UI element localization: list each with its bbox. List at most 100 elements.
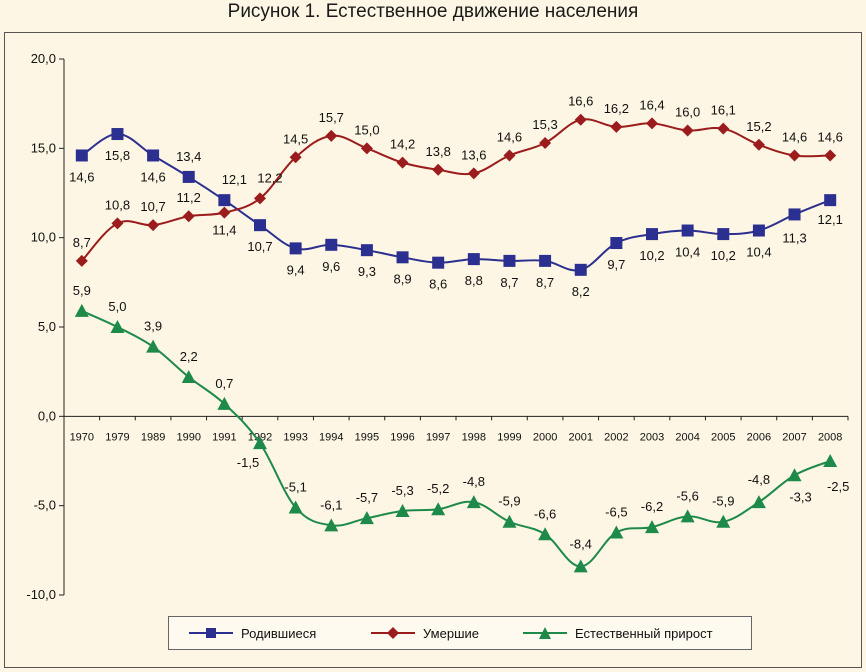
point-deaths xyxy=(254,192,266,205)
data-label-births: 9,4 xyxy=(287,262,305,277)
legend-swatch-births xyxy=(189,628,233,638)
data-label-deaths: 16,2 xyxy=(604,101,629,116)
x-tick-label: 1998 xyxy=(462,431,486,443)
data-label-deaths: 14,6 xyxy=(497,129,522,144)
point-births xyxy=(503,254,516,267)
x-tick-label: 1970 xyxy=(70,431,94,443)
point-deaths xyxy=(610,120,623,133)
data-label-natural-growth: -5,1 xyxy=(284,479,306,494)
point-deaths xyxy=(539,136,552,149)
data-label-births: 9,3 xyxy=(358,264,376,279)
point-natural-growth xyxy=(645,520,659,534)
data-label-deaths: 10,7 xyxy=(140,199,165,214)
x-tick-label: 1995 xyxy=(355,431,379,443)
point-deaths xyxy=(788,149,801,162)
point-natural-growth xyxy=(573,559,588,573)
data-label-natural-growth: -1,5 xyxy=(237,455,259,470)
y-tick-label: 5,0 xyxy=(38,319,56,334)
data-label-deaths: 13,6 xyxy=(461,147,486,162)
data-label-births: 10,7 xyxy=(247,239,272,254)
series-line-natural-growth xyxy=(81,310,831,568)
data-label-natural-growth: -6,2 xyxy=(641,499,663,514)
y-tick-label: 10,0 xyxy=(31,230,56,245)
point-births xyxy=(539,254,552,267)
data-label-natural-growth: -5,7 xyxy=(356,490,378,505)
point-deaths xyxy=(360,142,373,155)
data-label-births: 11,3 xyxy=(782,230,806,245)
data-label-natural-growth: 2,2 xyxy=(180,349,198,364)
legend: Родившиеся Умершие Естественный прирост xyxy=(168,616,752,650)
data-label-births: 8,7 xyxy=(500,275,518,290)
x-tick-label: 1993 xyxy=(283,431,307,443)
data-label-natural-growth: -2,5 xyxy=(827,479,849,494)
point-deaths xyxy=(717,122,730,135)
y-tick-label: 15,0 xyxy=(31,140,56,155)
x-tick-label: 1989 xyxy=(141,431,165,443)
point-natural-growth xyxy=(466,495,481,509)
y-tick-label: 0,0 xyxy=(38,408,56,423)
data-label-births: 8,8 xyxy=(465,273,483,288)
data-label-deaths: 15,2 xyxy=(746,119,771,134)
point-natural-growth xyxy=(324,518,339,532)
point-births xyxy=(289,242,302,255)
data-label-natural-growth: 3,9 xyxy=(144,319,162,334)
data-label-births: 10,2 xyxy=(711,248,736,263)
data-label-natural-growth: -5,9 xyxy=(712,494,734,509)
point-deaths xyxy=(147,219,160,232)
data-label-deaths: 14,2 xyxy=(390,137,415,152)
data-label-natural-growth: 0,7 xyxy=(215,376,233,391)
x-tick-label: 2006 xyxy=(747,431,771,443)
point-births xyxy=(360,244,373,257)
data-label-natural-growth: -5,3 xyxy=(391,483,413,498)
data-label-births: 8,6 xyxy=(429,277,447,292)
point-deaths xyxy=(467,167,480,180)
point-births xyxy=(717,228,730,241)
point-births xyxy=(147,149,160,162)
x-tick-label: 2005 xyxy=(711,431,735,443)
point-natural-growth xyxy=(502,514,517,528)
legend-item-deaths: Умершие xyxy=(369,617,479,649)
legend-label-natural-growth: Естественный прирост xyxy=(575,625,713,641)
point-deaths xyxy=(574,113,587,126)
point-deaths xyxy=(75,254,88,267)
data-label-births: 14,6 xyxy=(140,169,165,184)
point-deaths xyxy=(503,149,516,162)
point-births xyxy=(646,228,658,241)
y-tick-label: -5,0 xyxy=(34,498,56,513)
point-natural-growth xyxy=(395,504,410,518)
point-natural-growth xyxy=(823,454,838,467)
point-births xyxy=(396,251,409,264)
data-label-deaths: 14,6 xyxy=(782,129,807,144)
data-label-deaths: 15,3 xyxy=(532,117,557,132)
data-label-births: 12,1 xyxy=(222,172,247,187)
point-natural-growth xyxy=(680,509,695,523)
data-label-deaths: 11,2 xyxy=(177,190,201,205)
point-natural-growth xyxy=(181,370,196,384)
data-label-natural-growth: 5,0 xyxy=(108,299,126,314)
data-label-natural-growth: -4,8 xyxy=(748,472,770,487)
data-label-deaths: 16,4 xyxy=(639,97,664,112)
data-label-natural-growth: -6,5 xyxy=(605,504,627,519)
point-deaths xyxy=(325,129,338,142)
y-tick-label: 20,0 xyxy=(31,51,56,66)
point-births xyxy=(325,238,338,251)
point-births xyxy=(467,253,480,266)
x-tick-label: 2007 xyxy=(782,431,806,443)
x-tick-label: 2003 xyxy=(640,431,664,443)
point-births xyxy=(218,194,231,207)
data-label-deaths: 8,7 xyxy=(73,235,91,250)
point-natural-growth xyxy=(538,527,553,541)
data-label-births: 9,7 xyxy=(607,257,625,272)
point-births xyxy=(432,256,445,269)
point-births xyxy=(681,224,694,237)
point-deaths xyxy=(182,210,195,223)
x-tick-label: 2000 xyxy=(533,431,557,443)
legend-label-births: Родившиеся xyxy=(241,625,317,641)
data-label-natural-growth: -8,4 xyxy=(570,536,592,551)
point-deaths xyxy=(396,156,409,169)
data-label-natural-growth: -5,2 xyxy=(427,481,449,496)
point-natural-growth xyxy=(359,511,374,525)
point-births xyxy=(610,237,623,250)
data-label-births: 8,7 xyxy=(536,275,554,290)
x-tick-label: 1979 xyxy=(105,431,129,443)
